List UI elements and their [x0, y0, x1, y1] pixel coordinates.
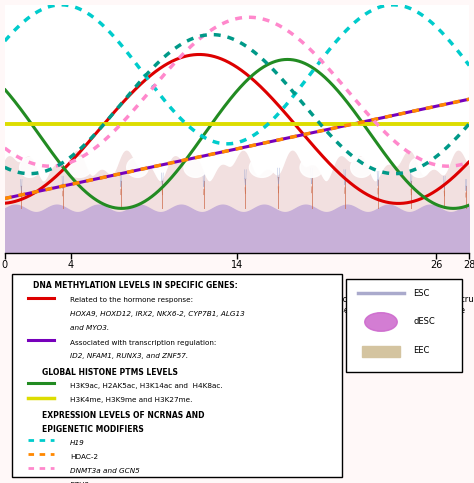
Text: Secretory
phase: Secretory phase [316, 295, 357, 315]
Text: H3K4me, H3K9me and H3K27me.: H3K4me, H3K9me and H3K27me. [70, 398, 192, 403]
Ellipse shape [19, 157, 39, 177]
Text: ESC: ESC [413, 288, 430, 298]
Text: dESC: dESC [413, 317, 435, 327]
Text: EPIGENETIC MODIFIERS: EPIGENETIC MODIFIERS [42, 425, 144, 434]
Text: Menstrual
phase: Menstrual phase [17, 295, 59, 315]
Ellipse shape [127, 157, 148, 177]
Text: Premenstrual
phase: Premenstrual phase [424, 295, 474, 315]
Text: DNA METHYLATION LEVELS IN SPECIFIC GENES:: DNA METHYLATION LEVELS IN SPECIFIC GENES… [33, 281, 237, 290]
Text: EXPRESSION LEVELS OF NCRNAS AND: EXPRESSION LEVELS OF NCRNAS AND [42, 412, 204, 420]
Ellipse shape [67, 157, 92, 177]
FancyBboxPatch shape [346, 279, 462, 371]
Text: H19: H19 [70, 440, 84, 445]
Text: HOXA9, HOXD12, IRX2, NKX6-2, CYP7B1, ALG13: HOXA9, HOXD12, IRX2, NKX6-2, CYP7B1, ALG… [70, 311, 245, 317]
Ellipse shape [351, 157, 372, 177]
Text: ID2, NFAM1, RUNX3, and ZNF57.: ID2, NFAM1, RUNX3, and ZNF57. [70, 353, 188, 359]
Text: HDAC-2: HDAC-2 [70, 454, 98, 460]
Text: DNMT3a and GCN5: DNMT3a and GCN5 [70, 468, 139, 474]
FancyBboxPatch shape [12, 274, 341, 477]
Bar [363, 346, 400, 357]
Text: Proliferative
phase: Proliferative phase [128, 295, 180, 315]
Text: and MYO3.: and MYO3. [70, 325, 109, 330]
Text: GLOBAL HISTONE PTMS LEVELS: GLOBAL HISTONE PTMS LEVELS [42, 368, 178, 377]
Text: Related to the hormone response:: Related to the hormone response: [70, 297, 193, 303]
Ellipse shape [300, 157, 323, 177]
Ellipse shape [184, 157, 207, 177]
Text: Associated with transcription regulation:: Associated with transcription regulation… [70, 340, 216, 346]
Text: H3K9ac, H2AK5ac, H3K14ac and  H4K8ac.: H3K9ac, H2AK5ac, H3K14ac and H4K8ac. [70, 383, 222, 389]
Text: EZH2: EZH2 [70, 482, 90, 483]
Ellipse shape [365, 313, 397, 331]
Ellipse shape [249, 157, 274, 177]
Ellipse shape [410, 157, 429, 177]
Text: EEC: EEC [413, 346, 430, 355]
